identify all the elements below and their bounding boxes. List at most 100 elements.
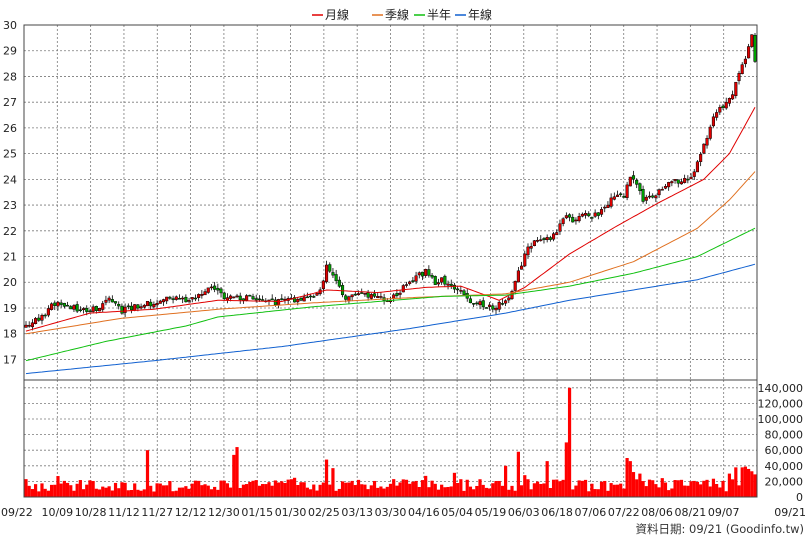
candle-body xyxy=(545,237,549,241)
candle-body xyxy=(340,285,345,296)
volume-bar xyxy=(612,484,616,497)
volume-bar xyxy=(261,484,265,497)
candle-body xyxy=(619,193,623,196)
volume-bar xyxy=(430,480,434,497)
candle-body xyxy=(37,317,41,321)
volume-bar xyxy=(436,489,441,497)
volume-bar xyxy=(504,465,508,497)
candle xyxy=(440,277,444,285)
candle-body xyxy=(622,195,626,198)
candle xyxy=(558,219,562,235)
volume-bar xyxy=(676,480,680,497)
candle-body xyxy=(593,212,597,217)
ma-line-3 xyxy=(25,227,756,362)
plot-frames xyxy=(23,24,758,498)
candle-body xyxy=(478,301,482,306)
volume-bar xyxy=(587,491,591,497)
date-tick-label: 08/06 xyxy=(641,506,673,519)
candle xyxy=(280,294,284,301)
candle xyxy=(436,278,441,287)
volume-bar xyxy=(222,480,226,497)
candle-body xyxy=(686,178,690,181)
candle xyxy=(507,294,511,304)
volume-bar xyxy=(299,482,303,497)
candle xyxy=(40,313,44,325)
volume-bar xyxy=(65,482,70,497)
candle-body xyxy=(488,304,492,307)
candle-body xyxy=(699,154,703,162)
volume-bar xyxy=(264,484,268,497)
candle xyxy=(615,190,620,197)
volume-bar xyxy=(385,486,389,497)
candle-body xyxy=(520,265,524,270)
date-tick-label: 11/27 xyxy=(141,506,173,519)
candle-body xyxy=(494,307,498,311)
price-tick-label: 30 xyxy=(3,19,17,32)
candle-body xyxy=(165,296,169,302)
volume-bar xyxy=(516,451,520,497)
candle xyxy=(264,298,268,303)
candle xyxy=(740,62,744,75)
volume-bar xyxy=(59,483,63,497)
volume-bar xyxy=(628,461,632,497)
candle xyxy=(315,292,319,297)
candle-body xyxy=(721,105,725,108)
candle-body xyxy=(238,295,242,301)
candle-body xyxy=(309,295,313,298)
candle xyxy=(309,293,313,301)
candle-body xyxy=(133,304,137,311)
candle xyxy=(734,81,738,99)
candle-body xyxy=(583,213,588,216)
candle xyxy=(721,104,725,110)
candle-body xyxy=(302,296,306,302)
candle-body xyxy=(190,297,194,300)
candle xyxy=(404,281,409,288)
volume-bar xyxy=(126,490,130,497)
candle xyxy=(468,295,472,304)
volume-bar xyxy=(567,387,572,497)
volume-bar xyxy=(478,479,482,497)
volume-bar xyxy=(606,490,610,497)
volume-bar xyxy=(427,487,431,497)
candle-body xyxy=(705,138,709,146)
candle xyxy=(475,301,479,306)
candle-body xyxy=(676,179,680,184)
candle xyxy=(139,303,143,310)
volume-bar xyxy=(571,489,575,497)
volume-bar xyxy=(238,487,242,497)
price-grid xyxy=(24,24,757,380)
volume-bar xyxy=(743,466,748,497)
candle xyxy=(753,33,757,63)
candle xyxy=(235,293,239,299)
volume-bar xyxy=(702,480,706,497)
candle xyxy=(689,173,693,180)
candle-body xyxy=(149,301,153,307)
candle-body xyxy=(171,298,175,301)
candle-body xyxy=(743,58,747,65)
volume-bar xyxy=(590,483,594,497)
volume-bar xyxy=(497,480,501,497)
candle xyxy=(676,179,680,188)
candle-body xyxy=(136,304,140,309)
date-tick-label: 09/21 xyxy=(774,506,806,519)
candle xyxy=(123,303,127,318)
candle-body xyxy=(484,307,488,309)
candle xyxy=(673,179,677,184)
volume-bar xyxy=(564,442,568,497)
candle-body xyxy=(718,107,722,113)
chart-legend: 月線 季線 半年 年線 xyxy=(312,7,492,22)
candle xyxy=(43,313,47,319)
volume-bar xyxy=(718,487,722,497)
candle xyxy=(743,56,747,68)
volume-bar xyxy=(248,481,252,497)
candle xyxy=(340,282,345,298)
candle xyxy=(117,301,121,310)
candle-body xyxy=(443,275,447,285)
volume-bar xyxy=(334,490,338,497)
candle xyxy=(520,261,524,270)
candle-body xyxy=(78,309,82,311)
volume-bar xyxy=(583,479,588,497)
candle xyxy=(555,229,559,236)
candle xyxy=(277,298,281,309)
volume-bar xyxy=(513,490,517,497)
